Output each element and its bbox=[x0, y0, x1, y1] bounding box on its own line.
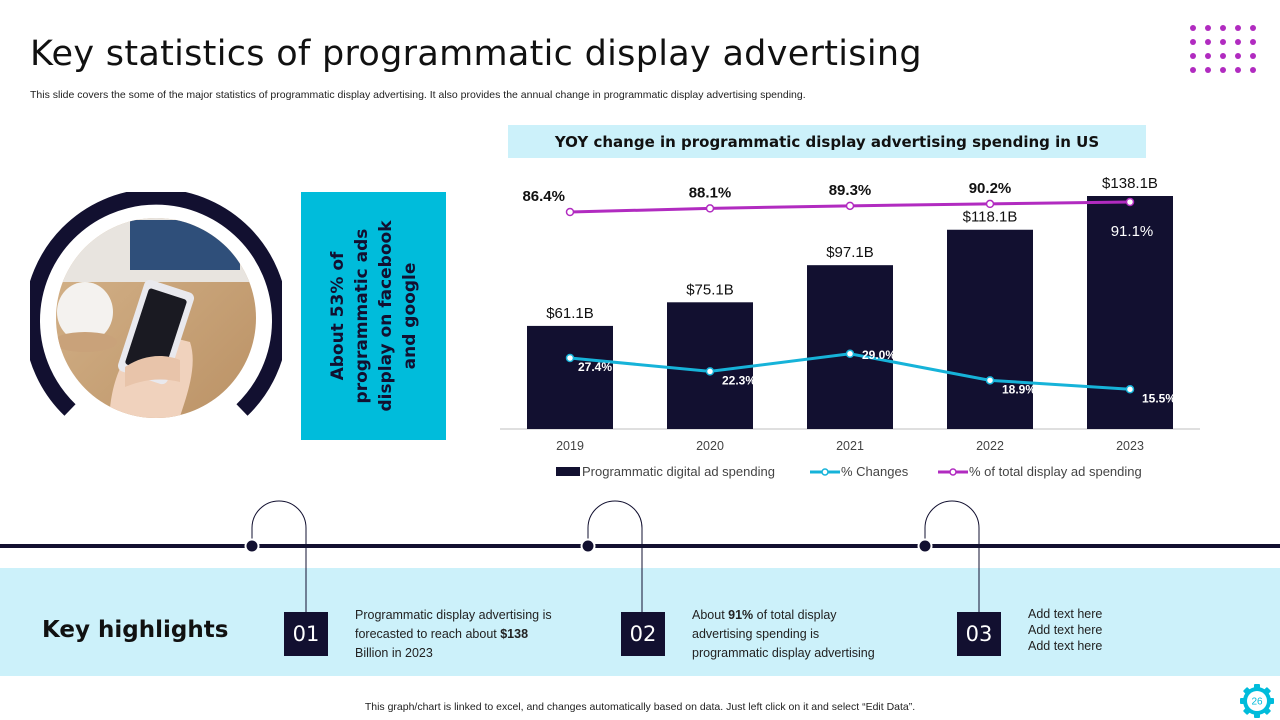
x-tick-2022: 2022 bbox=[976, 439, 1004, 453]
legend-label-share: % of total display ad spending bbox=[969, 464, 1142, 479]
highlight-number-01: 01 bbox=[284, 612, 328, 656]
legend-marker-share bbox=[949, 468, 957, 476]
combo-chart: $61.1B 2019 $75.1B 2020 $97.1B 2021 $118.1B 202… bbox=[500, 175, 1200, 479]
key-highlights-title: Key highlights bbox=[42, 617, 229, 643]
page-title: Key statistics of programmatic display a… bbox=[30, 34, 922, 74]
share-label-2023: 91.1% bbox=[1111, 223, 1154, 240]
footer-note: This graph/chart is linked to excel, and… bbox=[364, 701, 916, 713]
share-point-2019 bbox=[565, 207, 575, 217]
change-point-2019 bbox=[565, 353, 575, 363]
share-label-2020: 88.1% bbox=[689, 184, 732, 201]
bar-2021 bbox=[807, 265, 893, 429]
bar-label-2020: $75.1B bbox=[686, 281, 734, 298]
change-label-2023: 15.5% bbox=[1142, 391, 1176, 405]
change-point-2021 bbox=[845, 349, 855, 359]
highlight-number-02: 02 bbox=[621, 612, 665, 656]
share-label-2019: 86.4% bbox=[522, 188, 565, 205]
share-label-2022: 90.2% bbox=[969, 180, 1012, 197]
legend-label-bar: Programmatic digital ad spending bbox=[582, 464, 775, 479]
share-point-2020 bbox=[705, 204, 715, 213]
change-label-2022: 18.9% bbox=[1002, 382, 1036, 396]
legend-label-change: % Changes bbox=[841, 464, 909, 479]
timeline-markers bbox=[244, 538, 980, 615]
highlight-text-03: Add text here Add text here Add text her… bbox=[1028, 607, 1103, 653]
timeline bbox=[0, 500, 1280, 625]
bar-2020 bbox=[667, 302, 753, 429]
statistic-callout: About 53% of programmatic ads display on… bbox=[301, 192, 446, 440]
page-number: 26 bbox=[1251, 697, 1263, 708]
share-point-2021 bbox=[845, 201, 855, 211]
highlight-text-02: About 91% of total display advertising s… bbox=[692, 608, 875, 660]
x-tick-2020: 2020 bbox=[696, 439, 724, 453]
callout-text: About 53% of programmatic ads display on… bbox=[327, 220, 420, 412]
chart-title: YOY change in programmatic display adver… bbox=[508, 125, 1146, 158]
bar-label-2022: $118.1B bbox=[963, 209, 1018, 226]
change-label-2020: 22.3% bbox=[722, 373, 756, 387]
page-number-gear-icon: 26 bbox=[1240, 684, 1274, 718]
change-label-2019: 27.4% bbox=[578, 360, 612, 374]
x-tick-2021: 2021 bbox=[836, 439, 864, 453]
bar-2019 bbox=[527, 325, 613, 429]
change-point-2023 bbox=[1125, 385, 1135, 394]
highlight-text-01: Programmatic display advertising is fore… bbox=[355, 608, 552, 660]
change-point-2020 bbox=[705, 367, 715, 376]
highlight-number-03: 03 bbox=[957, 612, 1001, 656]
x-tick-2023: 2023 bbox=[1116, 439, 1144, 453]
share-point-2022 bbox=[985, 199, 995, 209]
change-point-2022 bbox=[985, 376, 995, 385]
phone-photo bbox=[30, 192, 282, 418]
legend-marker-change bbox=[821, 468, 829, 476]
bar-2022 bbox=[947, 229, 1033, 429]
bar-label-2021: $97.1B bbox=[826, 244, 874, 261]
bar-label-2023: $138.1B bbox=[1102, 175, 1158, 192]
x-tick-2019: 2019 bbox=[556, 439, 584, 453]
bar-label-2019: $61.1B bbox=[546, 305, 594, 322]
decorative-arc bbox=[30, 192, 282, 416]
share-point-2023 bbox=[1125, 197, 1135, 207]
change-label-2021: 29.0% bbox=[862, 348, 896, 362]
page-subtitle: This slide covers the some of the major … bbox=[30, 89, 806, 101]
decorative-dot-grid bbox=[1190, 25, 1256, 73]
share-label-2021: 89.3% bbox=[829, 182, 872, 199]
legend-swatch-bar bbox=[556, 467, 580, 476]
